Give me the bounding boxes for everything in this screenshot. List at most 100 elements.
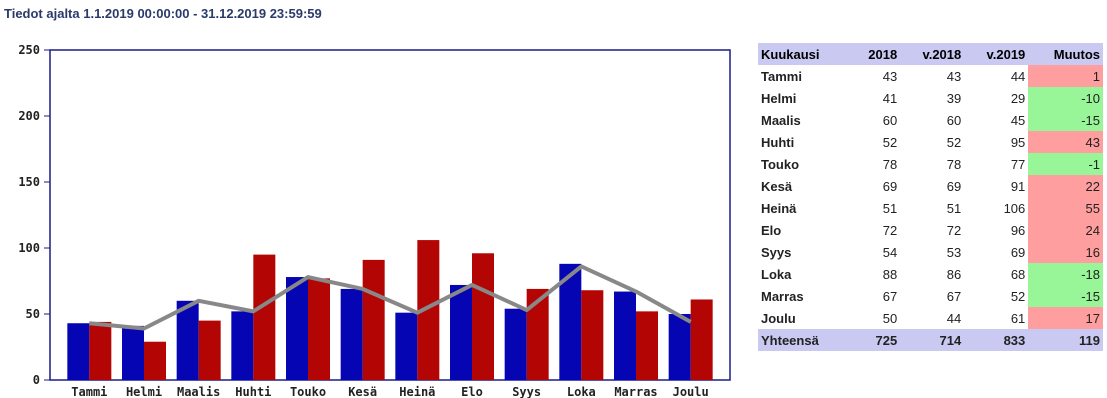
y-tick-label: 0 <box>33 373 40 387</box>
value-v2019-cell: 96 <box>1010 222 1026 238</box>
value-2018-cell: 43 <box>882 68 898 84</box>
total-label: Yhteensä <box>758 329 851 351</box>
bar-series-a-10 <box>614 291 636 380</box>
month-cell: Huhti <box>761 134 795 150</box>
total-v2018: 714 <box>900 329 965 351</box>
bar-series-a-0 <box>67 323 90 380</box>
bar-series-a-11 <box>668 314 691 380</box>
table-row: Huhti 52 52 95 43 <box>758 131 1103 153</box>
value-v2018-cell: 72 <box>946 222 962 238</box>
bar-series-b-10 <box>636 311 658 380</box>
bar-series-b-11 <box>690 299 713 380</box>
value-2018-cell: 41 <box>882 90 898 106</box>
value-v2018-cell: 67 <box>946 288 962 304</box>
trend-line-path <box>89 264 692 331</box>
x-axis: Tammi Helmi Maalis Huhti Touko Kesä Heinä Elo Sy… <box>71 385 708 398</box>
change-cell: 24 <box>1028 219 1103 241</box>
y-tick-label: 250 <box>18 43 40 57</box>
value-v2018-cell: 44 <box>946 310 962 326</box>
change-cell: -18 <box>1028 263 1103 285</box>
table-row: Syys 54 53 69 16 <box>758 241 1103 263</box>
change-cell: -1 <box>1028 153 1103 175</box>
bar-series-b-7 <box>472 253 494 380</box>
month-cell: Loka <box>761 266 792 282</box>
x-tick-label: Huhti <box>235 385 271 398</box>
col-header-change: Muutos <box>1028 43 1103 65</box>
value-2018-cell: 54 <box>882 244 898 260</box>
bar-series-b-6 <box>417 240 440 380</box>
bar-series-a-4 <box>286 277 308 380</box>
value-v2019-cell: 68 <box>1010 266 1026 282</box>
table-row: Joulu 50 44 61 17 <box>758 307 1103 329</box>
x-tick-label: Elo <box>461 385 483 398</box>
bar-series-a-2 <box>176 300 199 380</box>
total-v2019: 833 <box>964 329 1029 351</box>
table-row: Kesä 69 69 91 22 <box>758 175 1103 197</box>
value-v2018-cell: 86 <box>946 266 962 282</box>
y-tick-label: 50 <box>26 307 40 321</box>
table-total-row: Yhteensä 725 714 833 119 <box>758 329 1103 351</box>
month-cell: Maalis <box>761 112 801 128</box>
value-v2018-cell: 78 <box>946 156 962 172</box>
value-2018-cell: 72 <box>882 222 898 238</box>
value-2018-cell: 50 <box>882 310 898 326</box>
month-cell: Tammi <box>761 68 802 84</box>
value-v2019-cell: 95 <box>1010 134 1026 150</box>
x-tick-label: Syys <box>512 385 541 398</box>
table-row: Heinä 51 51 106 55 <box>758 197 1103 219</box>
value-2018-cell: 60 <box>882 112 898 128</box>
x-tick-label: Touko <box>290 385 326 398</box>
value-v2018-cell: 52 <box>946 134 962 150</box>
x-tick-label: Marras <box>614 385 657 398</box>
month-cell: Heinä <box>761 200 797 216</box>
y-axis: 0 50 100 150 200 250 <box>18 43 50 387</box>
value-2018-cell: 78 <box>882 156 898 172</box>
table-header-row: Kuukausi 2018 v.2018 v.2019 Muutos <box>758 43 1103 65</box>
bar-series-b-3 <box>253 254 276 380</box>
trend-line <box>89 264 692 331</box>
table-row: Marras 67 67 52 -15 <box>758 285 1103 307</box>
value-v2018-cell: 60 <box>946 112 962 128</box>
total-2018: 725 <box>850 329 901 351</box>
y-tick-label: 150 <box>18 175 40 189</box>
value-v2018-cell: 39 <box>946 90 962 106</box>
total-change: 119 <box>1028 329 1103 351</box>
change-cell: 55 <box>1028 197 1103 219</box>
value-v2019-cell: 61 <box>1010 310 1026 326</box>
bar-series-b-9 <box>581 290 604 380</box>
monthly-table: Kuukausi 2018 v.2018 v.2019 Muutos Tammi… <box>758 43 1103 351</box>
col-header-v2018: v.2018 <box>900 43 965 65</box>
table-body: Tammi 43 43 44 1 Helmi 41 39 29 -10 Maalis 60 60 45 -1… <box>758 65 1103 329</box>
value-2018-cell: 67 <box>882 288 898 304</box>
table-row: Maalis 60 60 45 -15 <box>758 109 1103 131</box>
value-2018-cell: 52 <box>882 134 898 150</box>
month-cell: Joulu <box>761 310 796 326</box>
bar-series-b-1 <box>144 341 166 380</box>
bars <box>67 240 713 380</box>
bar-series-a-5 <box>340 288 363 380</box>
value-v2019-cell: 69 <box>1010 244 1026 260</box>
x-tick-label: Loka <box>567 385 596 398</box>
month-cell: Marras <box>761 288 804 304</box>
value-2018-cell: 88 <box>882 266 898 282</box>
value-v2019-cell: 77 <box>1010 156 1026 172</box>
x-tick-label: Joulu <box>673 385 709 398</box>
y-tick-label: 200 <box>18 109 40 123</box>
col-header-v2019: v.2019 <box>964 43 1029 65</box>
x-tick-label: Maalis <box>177 385 220 398</box>
x-tick-label: Tammi <box>71 385 107 398</box>
change-cell: 22 <box>1028 175 1103 197</box>
x-tick-label: Heinä <box>399 385 435 398</box>
value-v2019-cell: 45 <box>1010 112 1026 128</box>
change-cell: -15 <box>1028 285 1103 307</box>
month-cell: Kesä <box>761 178 793 194</box>
bar-series-b-8 <box>526 288 549 380</box>
value-v2018-cell: 53 <box>946 244 962 260</box>
month-cell: Touko <box>761 156 800 172</box>
month-cell: Syys <box>761 244 792 260</box>
bar-series-a-3 <box>231 311 254 380</box>
y-tick-label: 100 <box>18 241 40 255</box>
change-cell: -10 <box>1028 87 1103 109</box>
table-row: Touko 78 78 77 -1 <box>758 153 1103 175</box>
bar-series-a-7 <box>450 284 472 380</box>
